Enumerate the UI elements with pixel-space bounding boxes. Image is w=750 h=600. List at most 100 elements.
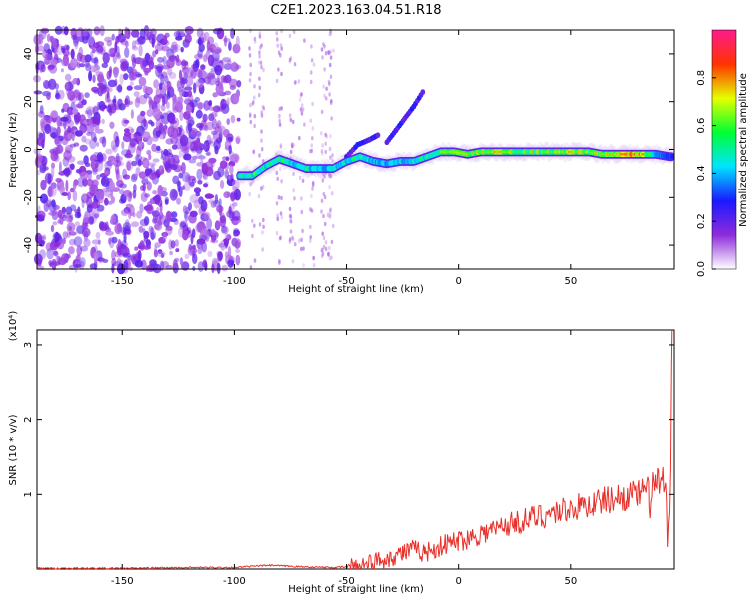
noise-streak [260,110,264,115]
noise-streak [312,62,316,67]
noise-streak [297,238,301,243]
noise-blob [61,206,66,214]
noise-blob [216,251,222,257]
noise-blob [207,101,212,106]
noise-streak [252,149,255,154]
noise-streak [275,230,279,236]
y-tick-label: 1 [23,491,34,497]
noise-blob [61,58,70,67]
noise-streak [290,144,294,149]
noise-streak [258,85,262,91]
noise-streak [292,29,296,34]
noise-blob [112,66,120,76]
colorbar: 0.0 0.2 0.4 0.6 0.8 Normalized spectral ampl… [696,29,749,277]
noise-blob [47,186,54,197]
noise-blob [45,242,53,252]
noise-blob [175,137,183,150]
noise-blob [191,228,196,239]
noise-blob [231,153,240,163]
noise-blob [57,219,61,224]
noise-blob [207,54,215,67]
noise-blob [170,240,176,249]
noise-blob [96,152,104,162]
noise-streak [324,51,328,56]
noise-blob [48,78,57,90]
noise-blob [188,213,197,224]
noise-blob [203,31,210,41]
noise-blob [188,202,192,211]
noise-blob [166,58,175,69]
noise-blob [46,92,51,100]
noise-streak [300,246,303,252]
noise-blob [153,79,160,89]
noise-blob [141,178,149,185]
noise-streak [309,70,313,75]
noise-blob [118,198,125,204]
noise-blob [203,259,207,267]
noise-blob [67,191,71,201]
noise-blob [148,60,155,70]
y-tick-label: 2 [23,416,34,422]
noise-blob [39,235,46,242]
noise-blob [90,50,94,61]
noise-blob [128,207,132,220]
noise-streak [278,122,282,127]
noise-blob [142,157,150,169]
noise-blob [179,257,183,266]
noise-blob [151,143,158,152]
noise-blob [74,211,82,219]
spectrogram-panel: -150 -100 -50 0 50 -40 -20 0 20 40 Height of str… [8,25,675,295]
noise-blob [45,115,53,124]
noise-blob [126,149,131,157]
noise-streak [248,78,252,83]
noise-blob [156,250,166,257]
noise-streak [251,233,254,239]
noise-streak [300,92,303,97]
noise-streak [321,251,325,256]
noise-blob [213,139,221,151]
noise-blob [50,224,55,233]
noise-streak [298,135,301,141]
noise-blob [164,32,170,38]
noise-blob [143,216,150,226]
noise-streak [249,265,253,270]
noise-streak [276,37,279,42]
noise-blob [114,41,118,53]
noise-blob [195,109,203,119]
noise-blob [164,196,169,203]
noise-blob [171,41,178,51]
noise-blob [101,62,109,69]
noise-streak [302,263,305,268]
noise-streak [329,74,333,80]
noise-streak [288,237,292,242]
noise-streak [262,224,265,229]
noise-blob [44,166,49,171]
noise-blob [222,76,228,84]
noise-streak [324,132,327,137]
noise-blob [105,230,114,236]
noise-blob [80,245,88,252]
noise-blob [220,225,229,235]
noise-blob [115,135,120,148]
noise-blob [221,226,228,233]
noise-blob [65,179,69,192]
noise-blob [228,41,232,51]
noise-blob [185,76,194,87]
noise-blob [40,27,50,34]
noise-blob [234,215,242,221]
noise-streak [310,143,314,148]
noise-blob [139,240,145,251]
noise-blob [152,190,158,195]
noise-blob [134,246,139,251]
noise-blob [81,31,90,40]
spectrogram-x-ticks: -150 -100 -50 0 50 [111,30,577,287]
noise-streak [279,144,283,149]
noise-blob [218,125,226,135]
y-tick-label: -40 [23,237,34,253]
noise-streak [301,107,305,112]
noise-blob [214,112,218,118]
noise-streak [321,231,325,236]
noise-blob [72,190,78,202]
noise-streak [250,180,254,185]
